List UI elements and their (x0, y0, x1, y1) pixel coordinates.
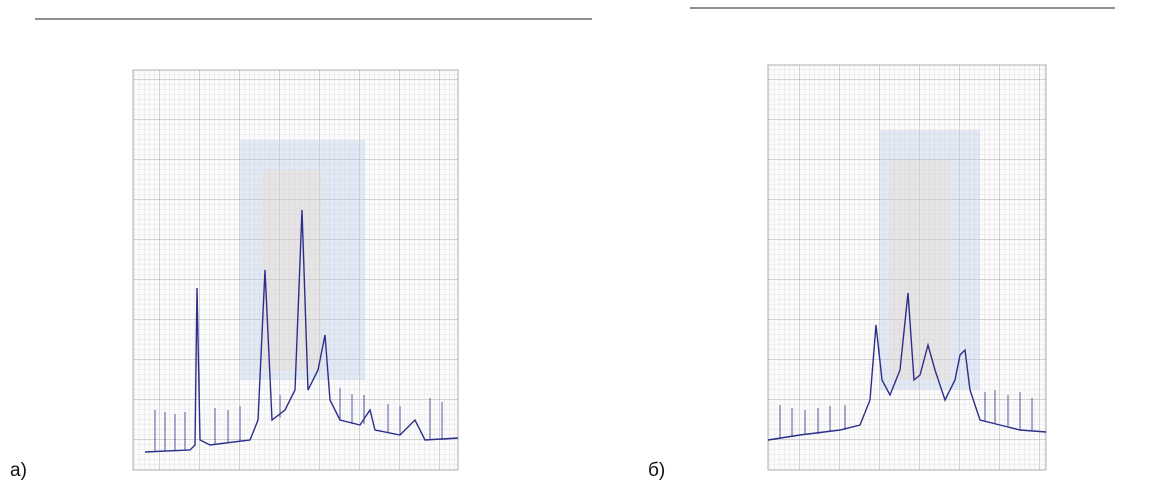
grid-coarse (132, 69, 459, 471)
tape-shade (880, 130, 980, 390)
panel-a (35, 18, 592, 471)
panel-b (690, 7, 1115, 471)
marker-ticks (779, 390, 1033, 439)
grid-coarse (767, 64, 1047, 471)
marker-ticks (154, 388, 443, 452)
tape-shade (262, 170, 322, 370)
panel-label: б) (648, 460, 665, 481)
tape-shade (890, 160, 950, 380)
trace (767, 292, 1047, 441)
panel-label: а) (10, 460, 27, 481)
trace (144, 209, 459, 453)
tape-shade (240, 140, 365, 380)
